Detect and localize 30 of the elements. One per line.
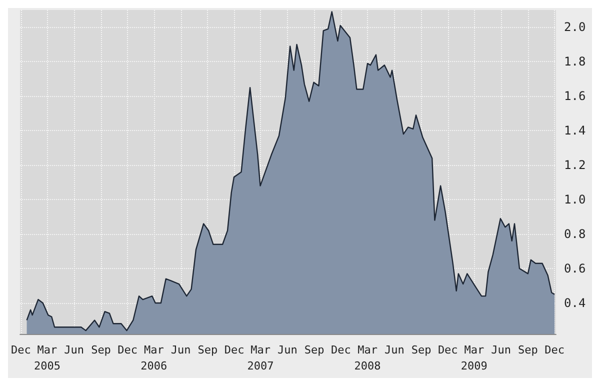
- x-tick-label: Jun: [64, 344, 84, 356]
- x-tick-label: Dec: [330, 344, 351, 356]
- x-tick-label: Mar 2006: [140, 344, 168, 372]
- y-tick-label: 1.8: [564, 54, 586, 69]
- y-tick-label: 0.6: [564, 262, 586, 276]
- x-tick-label: Sep: [198, 344, 218, 356]
- y-tick-label: 1.4: [564, 124, 586, 138]
- x-tick-label: Jun: [170, 344, 191, 356]
- x-tick-label: Jun: [491, 344, 511, 356]
- x-tick-label: Sep: [518, 344, 538, 356]
- x-tick-label: Sep: [411, 344, 432, 356]
- x-tick-label: Dec: [10, 344, 31, 356]
- x-tick-label: Jun: [278, 344, 298, 356]
- x-tick-label: Mar 2005: [34, 344, 60, 372]
- y-tick-label: 1.0: [564, 192, 586, 207]
- y-tick-label: 1.2: [564, 158, 586, 172]
- y-tick-label: 0.4: [564, 296, 586, 310]
- x-tick-label: Mar 2007: [247, 344, 274, 372]
- y-tick-label: 2.0: [564, 20, 586, 34]
- x-tick-label: Jun: [384, 344, 404, 356]
- y-tick-label: 0.8: [564, 227, 586, 242]
- y-tick-label: 1.6: [564, 89, 586, 104]
- x-tick-label: Mar 2008: [354, 344, 381, 372]
- x-tick-label: Dec: [544, 344, 564, 356]
- x-tick-label: Dec: [224, 344, 244, 356]
- x-tick-label: Dec: [438, 344, 458, 356]
- x-tick-label: Dec: [118, 344, 138, 356]
- x-tick-label: Mar 2009: [460, 344, 488, 372]
- x-tick-label: Sep: [304, 344, 324, 356]
- x-tick-label: Sep: [91, 344, 111, 356]
